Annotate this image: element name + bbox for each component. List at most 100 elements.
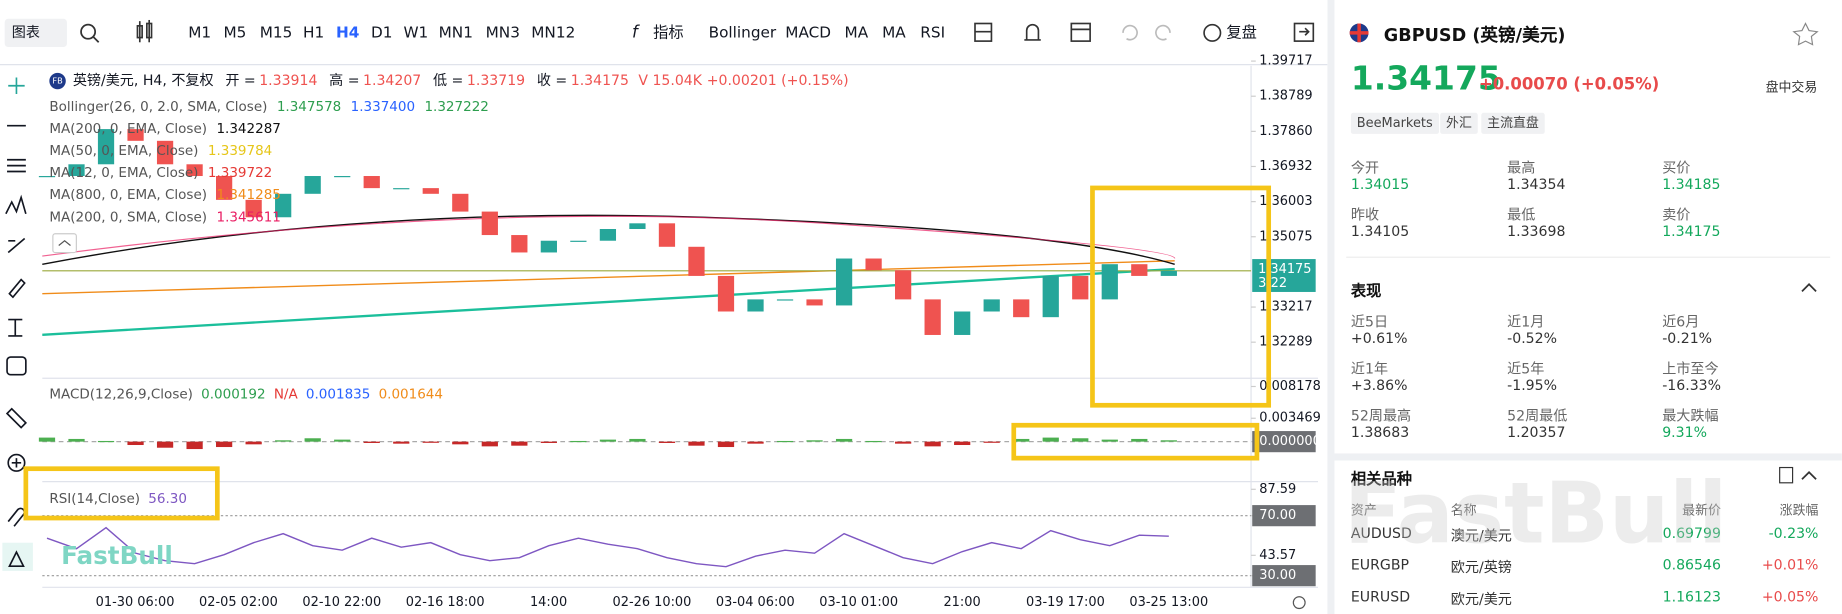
favorite-icon[interactable]	[1792, 22, 1819, 46]
legend-text: +0.00201 (+0.15%)	[707, 73, 849, 89]
timeframe-button[interactable]: D1	[371, 23, 392, 41]
chart-menu[interactable]	[4, 18, 67, 47]
macd-bar	[1131, 438, 1148, 442]
collapse-icon[interactable]	[1801, 283, 1817, 292]
drawing-toolbar	[0, 65, 36, 614]
legend-row: MA(200, 0, SMA, Close) 1.345611	[49, 209, 281, 225]
indicators-menu[interactable]: 指标	[653, 23, 684, 41]
table-cell: EURUSD	[1350, 588, 1411, 605]
timeframe-button[interactable]: W1	[403, 23, 428, 41]
legend-row: MACD(12,26,9,Close) 0.000192 N/A 0.001835 0.…	[49, 387, 443, 403]
legend-text: 1.341285	[216, 187, 280, 203]
macd-bar	[629, 438, 646, 442]
search-icon[interactable]	[80, 23, 97, 40]
macd-bar	[954, 441, 971, 446]
toolbar-icons[interactable]	[974, 22, 1315, 42]
legend-row: 英镑/美元, H4, 不复权开 = 1.33914 高 = 1.34207 低 = 1.3…	[73, 72, 849, 89]
candle	[599, 228, 617, 241]
list-icon[interactable]	[1779, 466, 1794, 484]
last-price: 1.34175	[1350, 58, 1501, 98]
legend-text: 56.30	[148, 491, 187, 507]
divider	[1334, 453, 1842, 461]
macd-bar	[658, 441, 676, 443]
replay-button[interactable]: 复盘	[1226, 23, 1257, 41]
performance-value: 1.20357	[1507, 424, 1566, 441]
performance-value: -16.33%	[1662, 377, 1722, 394]
table-header: 名称	[1450, 502, 1477, 519]
chart-type-icon[interactable]	[136, 19, 153, 43]
performance-value: +3.86%	[1350, 377, 1408, 394]
timeframe-button[interactable]: H1	[303, 23, 324, 41]
stat-label: 今开	[1350, 159, 1380, 177]
last-price-box	[1252, 259, 1316, 292]
legend-text: 0.001835	[306, 387, 370, 403]
macd-bar	[97, 440, 115, 443]
candle	[156, 140, 174, 165]
macd-bar	[422, 441, 439, 443]
legend-row: Bollinger(26, 0, 2.0, SMA, Close) 1.34757…	[49, 99, 489, 115]
indicator-button[interactable]: RSI	[920, 23, 945, 41]
candle	[363, 176, 380, 189]
indicator-button[interactable]: MA	[882, 23, 906, 41]
performance-value: 9.31%	[1662, 424, 1707, 441]
y-tick-label: 43.57	[1259, 548, 1296, 563]
collapse-icon[interactable]	[1801, 470, 1817, 480]
macd-bar	[1013, 438, 1030, 442]
legend-text: 1.34207	[363, 73, 421, 89]
timeframe-button[interactable]: H4	[336, 23, 359, 41]
table-cell: 1.16123	[1662, 588, 1721, 605]
watermark: FastBull	[61, 541, 173, 570]
indicator-button[interactable]: MACD	[785, 23, 831, 41]
trend-line[interactable]	[42, 267, 1175, 336]
countdown-label: 3:22	[1258, 276, 1287, 291]
search-icon	[92, 35, 100, 43]
indicator-button[interactable]: Bollinger	[709, 23, 777, 41]
x-tick-label: 03-19 17:00	[1026, 595, 1105, 610]
drawing-tools[interactable]	[2, 77, 33, 571]
legend-row: RSI(14,Close) 56.30	[49, 491, 187, 507]
macd-bar	[806, 440, 823, 442]
highlight-box	[1090, 185, 1272, 408]
timeframe-button[interactable]: MN1	[439, 23, 473, 41]
timeframe-button[interactable]: MN3	[486, 23, 520, 41]
symbol-badge-text: FB	[52, 76, 63, 86]
timeframe-button[interactable]: M5	[223, 23, 246, 41]
stat-value: 1.34185	[1662, 176, 1721, 193]
candle	[1131, 264, 1148, 276]
x-tick-label: 03-25 13:00	[1129, 595, 1208, 610]
level-label-box	[1252, 505, 1316, 527]
tag: BeeMarkets	[1350, 112, 1439, 134]
legend-text: N/A	[274, 387, 299, 403]
y-tick-label: 1.33217	[1259, 300, 1312, 315]
candle	[97, 129, 115, 165]
toolbar	[0, 0, 1328, 65]
table-cell: 0.69799	[1662, 525, 1721, 542]
performance-value: -0.52%	[1507, 330, 1558, 347]
settings-icon[interactable]	[1292, 596, 1306, 610]
chart-menu-label[interactable]: 图表	[12, 25, 40, 41]
indicator-button[interactable]: MA	[845, 23, 869, 41]
section-title: 表现	[1350, 283, 1382, 301]
candle	[1160, 270, 1177, 276]
table-cell: +0.05%	[1761, 588, 1819, 605]
timeframe-button[interactable]: M1	[188, 23, 211, 41]
collapse-button[interactable]	[52, 233, 77, 254]
candle	[275, 193, 292, 218]
candle	[717, 275, 735, 312]
table-header: 涨跌幅	[1779, 502, 1819, 519]
macd-bar	[865, 440, 882, 443]
macd-bar	[776, 440, 794, 443]
candle	[895, 270, 912, 300]
table-cell: EURGBP	[1350, 556, 1410, 574]
section-title: 相关品种	[1350, 471, 1413, 489]
stat-value: 1.33698	[1507, 223, 1566, 240]
timeframe-button[interactable]: MN12	[531, 23, 575, 41]
y-tick-label: 1.36003	[1259, 194, 1312, 209]
stat-label: 最低	[1507, 206, 1536, 224]
legend-text: 高 =	[329, 72, 359, 89]
timeframe-button[interactable]: M15	[260, 23, 293, 41]
legend-text: 0.001644	[379, 387, 443, 403]
candle	[540, 240, 557, 253]
candle	[1072, 275, 1089, 300]
stat-label: 昨收	[1350, 206, 1380, 224]
